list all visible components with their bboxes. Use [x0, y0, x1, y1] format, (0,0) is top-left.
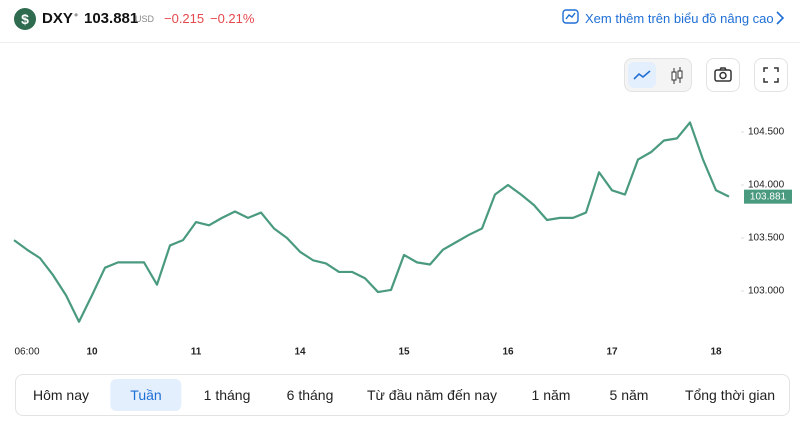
price: 103.881 [84, 10, 139, 27]
advanced-chart-link[interactable]: Xem thêm trên biểu đồ nâng cao [585, 11, 774, 26]
range-tab[interactable]: 5 năm [609, 387, 649, 403]
candle-type-button[interactable] [665, 63, 689, 89]
separator-dot: • [74, 8, 79, 22]
x-tick-label: 18 [710, 347, 722, 358]
range-tabs: Hôm nay Tuần 1 tháng 6 tháng Từ đầu năm đến … [15, 374, 790, 416]
y-tick-label: 103.500 [748, 233, 785, 244]
last-price-badge [744, 189, 792, 204]
line-icon [633, 70, 651, 80]
x-tick-label: 06:00 [14, 347, 39, 358]
x-tick-label: 16 [502, 347, 514, 358]
header: $ DXY • 103.881 USD −0.215 −0.21% Xem th… [0, 0, 800, 43]
last-price-label: 103.881 [750, 191, 787, 202]
range-tab[interactable]: Từ đầu năm đến nay [366, 387, 498, 403]
chevron[interactable] [774, 10, 786, 26]
chart: 103.000 103.500 104.000 104.500 06:00 10 11 14 1… [13, 121, 792, 358]
line-type-button[interactable] [628, 62, 656, 88]
range-tab[interactable]: 6 tháng [286, 387, 334, 403]
fullscreen-button[interactable] [754, 58, 788, 92]
x-tick-label: 17 [606, 347, 618, 358]
range-tab[interactable]: 1 năm [531, 387, 571, 403]
change: −0.215 [164, 11, 205, 26]
symbol-icon: $ [14, 8, 36, 30]
y-tick-label: 104.000 [748, 180, 785, 191]
change-percent: −0.21% [210, 11, 255, 26]
x-tick-label: 10 [86, 347, 98, 358]
x-tick-label: 14 [294, 347, 306, 358]
range-tab[interactable]: Tổng thời gian [684, 387, 776, 403]
symbol: DXY [42, 10, 73, 27]
x-tick-label: 15 [398, 347, 410, 358]
currency: USD [135, 14, 155, 24]
price-line [13, 121, 730, 323]
chart-type-group [624, 58, 692, 92]
screenshot-button[interactable] [706, 58, 740, 92]
y-tick-label: 103.000 [748, 286, 785, 297]
link-icon[interactable] [562, 9, 580, 25]
range-tab[interactable]: Tuần [110, 379, 182, 411]
camera-icon [714, 67, 732, 82]
fullscreen-icon [763, 67, 779, 83]
y-tick-label: 104.500 [748, 127, 785, 138]
x-tick-label: 11 [191, 347, 202, 358]
range-tab[interactable]: 1 tháng [203, 387, 251, 403]
range-tab[interactable]: Hôm nay [32, 387, 90, 403]
